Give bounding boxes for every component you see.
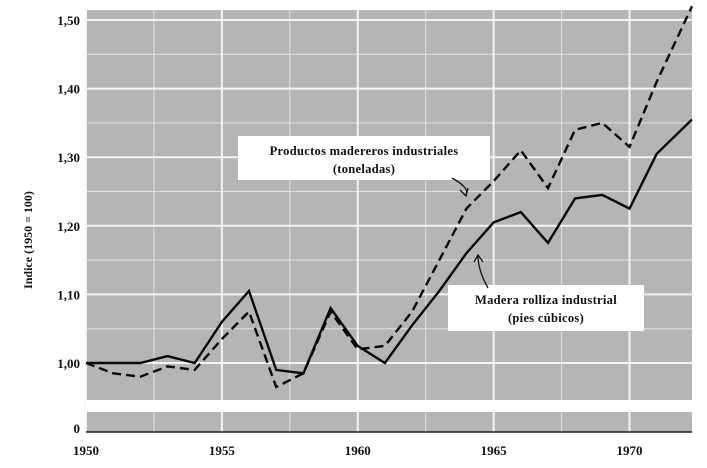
x-tick-label: 1965	[481, 443, 508, 458]
x-tick-label: 1950	[73, 443, 99, 458]
y-tick-label: 1,10	[57, 287, 80, 302]
plot-background	[86, 10, 692, 432]
y-axis-label: Indice (1950 = 100)	[21, 191, 35, 289]
annotation-arrowhead	[473, 253, 484, 263]
y-tick-label: 1,40	[57, 82, 80, 97]
series-line-1	[85, 5, 694, 389]
y-tick-label: 1,50	[57, 13, 80, 28]
y-tick-label: 1,20	[57, 219, 80, 234]
series-lines	[85, 5, 694, 389]
tick-labels: 1950 1955 1960 1965 1970 1,00 1,10 1,20 1,30 1,40…	[57, 13, 642, 458]
annotation-productos-line2: (toneladas)	[333, 162, 395, 176]
x-tick-label: 1970	[616, 443, 642, 458]
annotation-productos-line1: Productos madereros industriales	[270, 144, 459, 158]
y-tick-label-zero: 0	[74, 421, 81, 436]
annotation-productos: Productos madereros industriales (tonela…	[238, 136, 490, 198]
series-line-2	[86, 118, 693, 375]
grid-lines	[85, 10, 692, 433]
annotation-arrowhead	[459, 187, 469, 198]
y-tick-label: 1,30	[57, 150, 80, 165]
x-tick-label: 1960	[345, 443, 371, 458]
annotation-madera-line1: Madera rolliza industrial	[475, 293, 617, 307]
y-tick-label: 1,00	[57, 356, 80, 371]
annotation-madera: Madera rolliza industrial (pies cúbicos)	[448, 253, 644, 331]
annotation-box	[238, 136, 490, 180]
axis-break-band	[86, 400, 692, 412]
x-tick-label: 1955	[209, 443, 236, 458]
annotation-box	[448, 285, 644, 331]
annotation-arrow	[477, 255, 489, 289]
annotation-madera-line2: (pies cúbicos)	[508, 311, 584, 325]
